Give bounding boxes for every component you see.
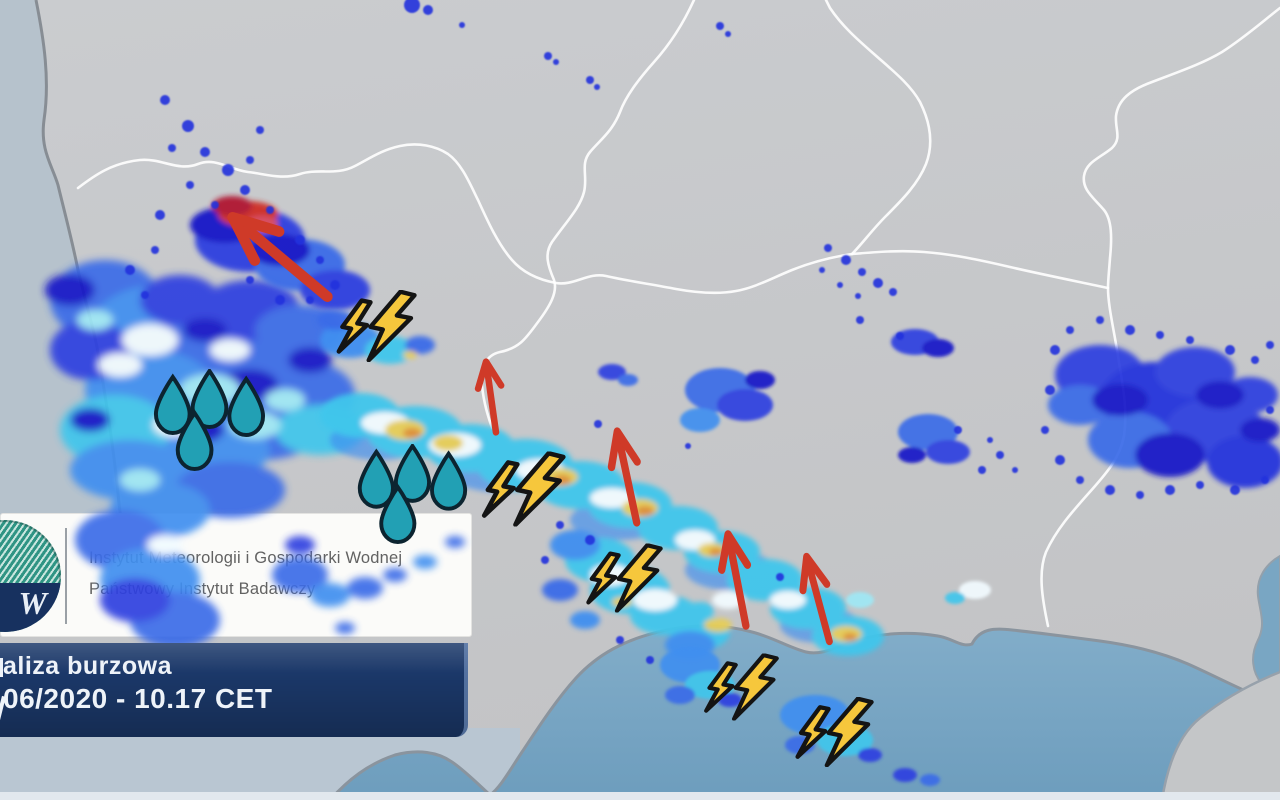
cut-letter-fragment [0,658,3,677]
org-name-line1: Instytut Meteorologii i Gospodarki Wodne… [89,549,403,567]
thunderstorm-icon [475,452,567,527]
imgw-logo-base: W [0,582,61,632]
southwest-water [0,728,520,800]
radar-east-mass [1048,345,1280,488]
southeast-land [1162,672,1280,800]
storm-motion-arrow [789,547,847,650]
imgw-logo: W [0,520,61,632]
southeast-coast-line [1160,670,1280,800]
bottom-strip [0,792,1280,800]
radar-scattered-cells [598,329,991,786]
thunderstorm-icon [789,697,875,767]
analysis-timestamp: 06/2020 - 10.17 CET [3,683,273,714]
imgw-attribution-box: W Instytut Meteorologii i Gospodarki Wod… [0,513,472,637]
thunderstorm-icon [698,654,780,721]
analysis-title: aliza burzowa [3,652,173,680]
logo-divider [65,528,67,624]
thunderstorm-icon [330,290,418,362]
west-water [0,0,122,530]
right-water-lobe [1252,554,1280,704]
storm-motion-arrow [210,193,349,322]
radar-red-core-cell [190,196,370,310]
heavy-rain-icon [146,369,270,471]
storm-motion-arrow [470,355,513,439]
org-name: Instytut Meteorologii i Gospodarki Wodne… [89,543,402,605]
west-coastline [34,0,124,531]
analysis-banner: aliza burzowa 06/2020 - 10.17 CET [0,643,468,737]
sea-coastline [328,624,1280,800]
thunderstorm-icon [580,544,664,613]
imgw-logo-letter: W [18,584,47,621]
org-name-line2: Państwowy Instytut Badawczy [89,580,316,598]
storm-motion-arrow [599,422,656,531]
sea-area [330,626,1280,800]
storm-motion-arrow [709,526,764,635]
